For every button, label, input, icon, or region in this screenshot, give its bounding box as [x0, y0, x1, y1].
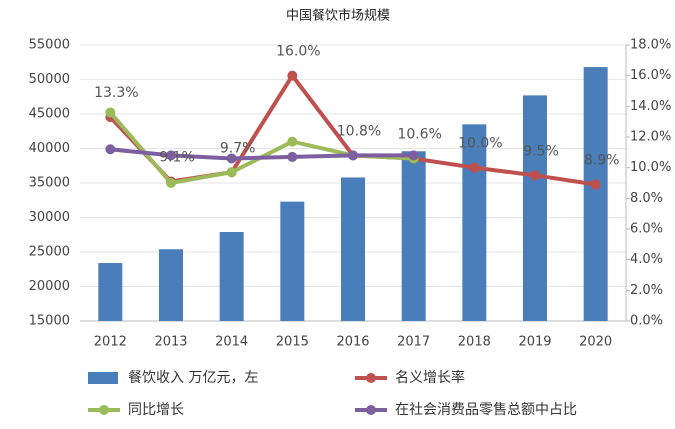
x-tick-label: 2019 — [518, 335, 551, 350]
point — [469, 162, 480, 173]
bar — [98, 263, 123, 321]
y2-tick-label: 2.0% — [630, 283, 663, 298]
y2-tick-label: 14.0% — [630, 99, 671, 114]
y2-tick-label: 0.0% — [630, 314, 663, 329]
bar — [583, 67, 608, 321]
data-label: 13.3% — [94, 85, 138, 101]
x-tick-label: 2014 — [215, 335, 248, 350]
point — [408, 150, 419, 161]
point — [590, 179, 601, 190]
point — [348, 150, 358, 161]
bar — [159, 249, 183, 321]
point — [287, 136, 298, 147]
x-tick-label: 2012 — [94, 335, 127, 350]
y2-tick-label: 8.0% — [630, 191, 663, 206]
y2-tick-label: 16.0% — [630, 68, 671, 83]
bar — [341, 177, 365, 321]
y-tick-label: 55000 — [29, 38, 70, 53]
x-tick-label: 2017 — [397, 335, 430, 350]
legend-label: 名义增长率 — [395, 369, 465, 386]
legend-swatch — [88, 372, 118, 384]
legend-label: 同比增长 — [128, 402, 184, 418]
x-tick-label: 2015 — [276, 335, 309, 350]
x-tick-label: 2013 — [154, 335, 187, 350]
point — [166, 150, 176, 161]
y-tick-label: 40000 — [29, 141, 70, 156]
legend-label: 在社会消费品零售总额中占比 — [395, 402, 577, 418]
bar — [401, 151, 426, 321]
legend-label: 餐饮收入 万亿元，左 — [128, 370, 258, 386]
y2-tick-label: 12.0% — [630, 130, 671, 145]
bar — [280, 201, 305, 321]
data-label: 9.5% — [523, 143, 559, 159]
y-tick-label: 15000 — [29, 314, 70, 329]
data-label: 16.0% — [276, 44, 320, 60]
x-tick-label: 2018 — [458, 335, 491, 350]
data-label: 9.1% — [159, 149, 195, 165]
x-tick-label: 2016 — [336, 335, 369, 350]
y-tick-label: 30000 — [29, 210, 70, 225]
y2-tick-label: 6.0% — [630, 222, 663, 237]
x-tick-label: 2020 — [579, 335, 612, 350]
chart-title: 中国餐饮市场规模 — [286, 8, 390, 24]
y-tick-label: 25000 — [29, 245, 70, 260]
legend-marker — [366, 405, 376, 415]
legend-marker — [366, 373, 376, 383]
y-tick-label: 35000 — [29, 176, 70, 191]
legend-marker — [99, 405, 109, 415]
data-label: 9.7% — [220, 140, 256, 156]
point — [226, 153, 237, 164]
point — [287, 70, 298, 81]
data-label: 10.0% — [458, 136, 502, 152]
y-tick-label: 45000 — [29, 107, 70, 122]
line — [110, 147, 414, 161]
data-label: 8.9% — [584, 153, 620, 169]
y-tick-label: 20000 — [29, 279, 70, 294]
point — [105, 144, 116, 155]
data-label: 10.6% — [397, 126, 441, 142]
bar — [523, 95, 547, 322]
point — [166, 178, 176, 188]
y2-tick-label: 18.0% — [630, 38, 671, 53]
bar — [219, 231, 244, 321]
bar — [462, 124, 487, 321]
point — [226, 167, 237, 178]
y2-tick-label: 4.0% — [630, 252, 663, 267]
y-tick-label: 50000 — [29, 72, 70, 87]
y2-tick-label: 10.0% — [630, 160, 671, 175]
point — [530, 170, 540, 181]
point — [287, 151, 298, 162]
data-label: 10.8% — [337, 123, 381, 139]
point — [105, 107, 116, 118]
